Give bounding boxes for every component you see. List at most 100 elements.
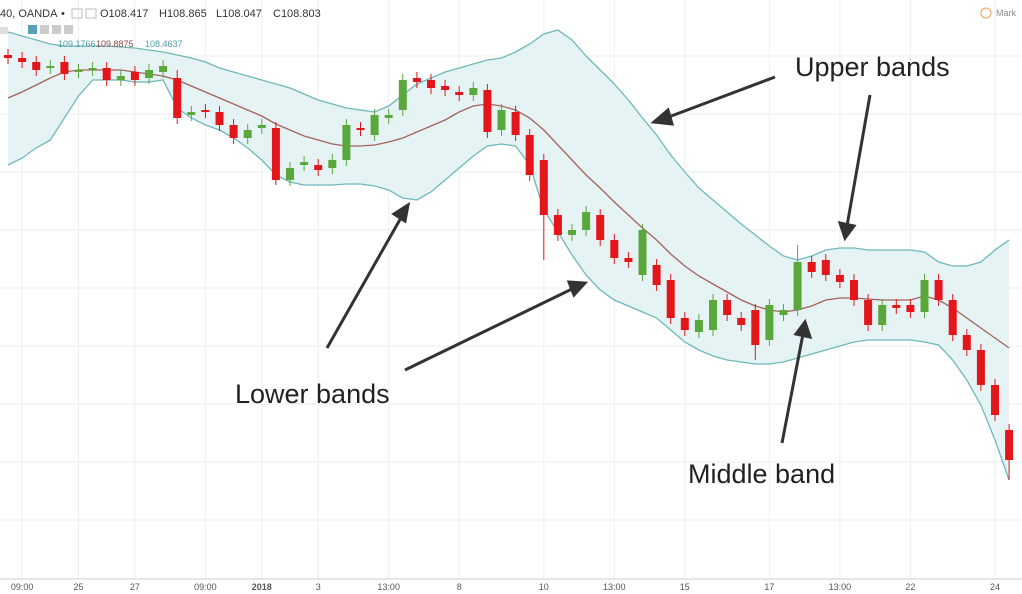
x-tick-label: 8	[457, 582, 462, 592]
candle-body	[342, 125, 351, 160]
candle-body	[18, 58, 27, 62]
indicator-icon	[28, 25, 37, 34]
x-tick-label: 09:00	[11, 582, 34, 592]
candle-body	[497, 110, 506, 130]
indicator-icon	[40, 25, 49, 34]
header-icon	[71, 8, 83, 19]
band-fill	[8, 30, 1010, 480]
candle-body	[638, 230, 647, 275]
x-tick-label: 2018	[252, 582, 272, 592]
band-line	[7, 29, 1010, 267]
candle-body	[483, 90, 492, 132]
candle-body	[779, 310, 788, 315]
candle-body	[32, 62, 41, 70]
candle-body	[46, 66, 55, 68]
candle-body	[553, 215, 562, 235]
indicator-value: 109.1766	[58, 39, 96, 49]
candle-body	[948, 300, 957, 335]
candle-body	[286, 168, 294, 180]
corner-icon	[980, 7, 992, 19]
candle-body	[976, 350, 985, 385]
header: 40, OANDA • O108.417 H108.865 L108.047 C…	[0, 7, 1016, 49]
ohlc-close: C108.803	[273, 8, 321, 20]
x-tick-label: 24	[990, 582, 1000, 592]
indicator-values: 109.1766 109.8875 108.4637	[58, 39, 183, 49]
candle-body	[130, 72, 139, 80]
indicator-icon	[0, 27, 8, 34]
candle-body	[920, 280, 929, 312]
candle-body	[4, 55, 12, 58]
candle-body	[864, 300, 873, 325]
annotation-layer: Upper bands Lower bands Middle band	[235, 52, 950, 489]
header-dot: •	[61, 8, 65, 20]
x-tick-label: 09:00	[194, 582, 217, 592]
band-layer	[7, 29, 1010, 481]
candle-body	[257, 125, 266, 128]
x-tick-label: 13:00	[829, 582, 852, 592]
x-tick-label: 15	[680, 582, 690, 592]
candle-body	[793, 262, 802, 310]
candle-body	[455, 92, 464, 95]
indicator-icon	[64, 25, 73, 34]
candle-body	[102, 68, 111, 80]
candle-body	[116, 76, 125, 80]
candle-body	[427, 80, 435, 88]
ohlc-low: L108.047	[216, 8, 262, 20]
candle-body	[328, 160, 337, 168]
ohlc-open: O108.417	[100, 8, 148, 20]
candle-body	[88, 68, 97, 70]
candle-body	[906, 305, 915, 312]
candle-body	[892, 305, 901, 308]
candle-body	[74, 70, 83, 72]
x-tick-label: 3	[316, 582, 321, 592]
x-tick-label: 10	[539, 582, 549, 592]
candle-body	[624, 258, 633, 262]
candle-body	[384, 115, 393, 118]
candle-body	[271, 128, 280, 180]
candle-body	[850, 280, 858, 300]
candle-body	[835, 275, 844, 282]
candle-body	[215, 112, 224, 125]
candle-body	[694, 320, 703, 332]
candle-body	[878, 305, 887, 325]
candle-body	[723, 300, 732, 315]
candle-body	[60, 62, 69, 74]
candle-body	[962, 335, 971, 350]
corner-text: Mark	[996, 8, 1016, 18]
candle-body	[1005, 430, 1014, 460]
candle-body	[934, 280, 943, 300]
candle-body	[314, 165, 323, 170]
candle-body	[765, 305, 774, 340]
candle-body	[666, 280, 675, 318]
arrows	[325, 75, 872, 444]
candle-body	[568, 230, 576, 235]
x-tick-label: 17	[764, 582, 774, 592]
indicator-value: 108.4637	[145, 39, 183, 49]
candle-body	[356, 128, 365, 130]
candle-body	[159, 66, 168, 72]
candle-body	[300, 162, 309, 165]
x-tick-label: 22	[905, 582, 915, 592]
annotation: Middle band	[688, 459, 835, 489]
candle-body	[680, 318, 689, 330]
indicator-value: 109.8875	[96, 39, 134, 49]
candle-body	[610, 240, 619, 258]
x-tick-layer: 09:00 25 27 09:00 2018 3 13:00 8 10 13:00 15 17 13:0…	[11, 582, 1000, 592]
candle-body	[511, 112, 520, 135]
candle-body	[991, 385, 999, 415]
candle-body	[582, 212, 591, 230]
annotation: Lower bands	[235, 379, 390, 409]
candle-body	[469, 88, 478, 95]
candle-body	[412, 78, 421, 82]
candle-body	[398, 80, 407, 110]
annotation: Upper bands	[795, 52, 950, 82]
x-tick-label: 25	[73, 582, 83, 592]
candle-body	[709, 300, 717, 330]
x-tick-label: 27	[130, 582, 140, 592]
candle-body	[751, 310, 760, 345]
candle-body	[201, 110, 210, 112]
candle-body	[652, 265, 661, 285]
symbol: 40, OANDA	[0, 8, 58, 20]
